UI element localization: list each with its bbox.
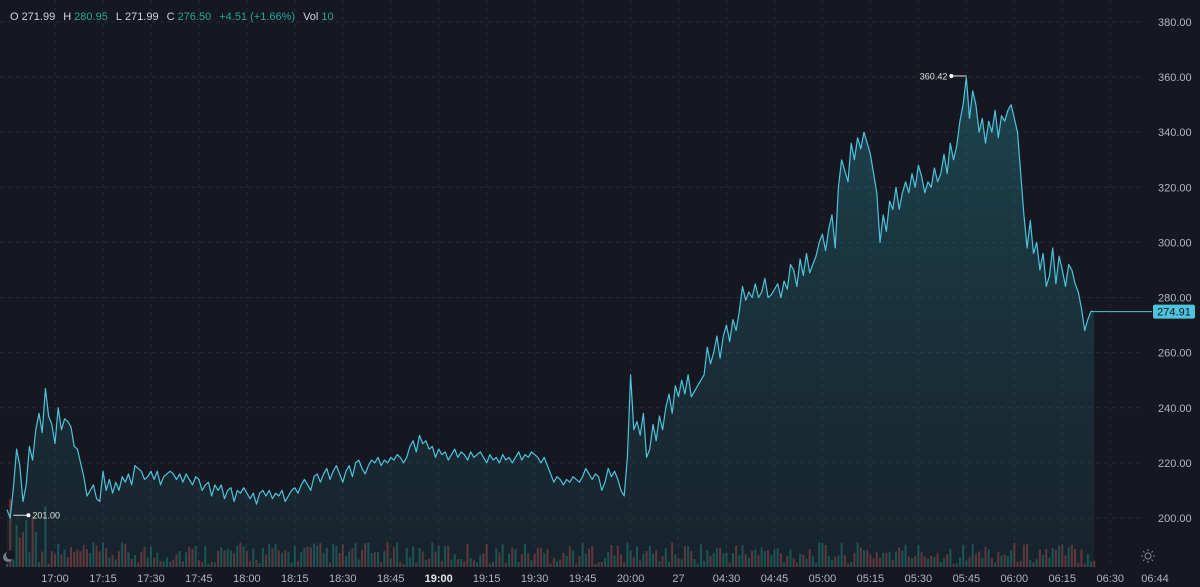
x-tick-label: 19:15 (473, 573, 501, 585)
x-tick-label: 05:00 (809, 573, 837, 585)
y-tick-label: 200.00 (1158, 513, 1192, 525)
x-tick-label: 06:00 (1001, 573, 1029, 585)
legend-open: O 271.99 (10, 10, 55, 24)
x-tick-label: 04:30 (713, 573, 741, 585)
x-tick-label: 27 (672, 573, 684, 585)
x-tick-label: 17:15 (89, 573, 117, 585)
y-tick-label: 360.00 (1158, 72, 1192, 84)
legend-volume: Vol 10 (303, 10, 334, 24)
low-value: 271.99 (124, 11, 159, 23)
x-tick-label: 18:30 (329, 573, 357, 585)
ohlc-legend: O 271.99 H 280.95 L 271.99 C 276.50 +4.51 (+… (10, 10, 334, 24)
y-tick-label: 340.00 (1158, 127, 1192, 139)
close-value: 276.50 (177, 11, 212, 23)
x-tick-label: 17:00 (41, 573, 69, 585)
close-label: C (166, 11, 175, 23)
y-tick-label: 220.00 (1158, 458, 1192, 470)
price-line (6, 76, 1095, 519)
x-tick-label: 06:15 (1049, 573, 1077, 585)
x-tick-label: 18:45 (377, 573, 405, 585)
legend-high: H 280.95 (63, 10, 108, 24)
y-tick-label: 240.00 (1158, 403, 1192, 415)
annotation-label: 360.42 (920, 71, 948, 81)
area-fill (7, 77, 1095, 567)
annotation-label: 201.00 (32, 511, 60, 521)
x-tick-label: 17:30 (137, 573, 165, 585)
open-value: 271.99 (21, 11, 56, 23)
legend-low: L 271.99 (116, 10, 159, 24)
x-tick-label: 05:45 (953, 573, 981, 585)
last-price-label: 274.91 (1157, 307, 1191, 319)
x-tick-label: 20:00 (617, 573, 645, 585)
moon-icon[interactable] (3, 550, 15, 563)
annotation-dot (26, 513, 31, 518)
legend-close: C 276.50 (167, 10, 212, 24)
y-tick-label: 300.00 (1158, 237, 1192, 249)
x-tick-label: 18:00 (233, 573, 261, 585)
x-tick-label: 19:30 (521, 573, 549, 585)
low-label: L (115, 11, 122, 23)
x-tick-label: 19:00 (425, 573, 453, 585)
x-tick-label: 18:15 (281, 573, 309, 585)
x-tick-label: 04:45 (761, 573, 789, 585)
x-tick-label: 06:44 (1141, 573, 1169, 585)
volume-bar (1093, 560, 1096, 567)
x-tick-label: 19:45 (569, 573, 597, 585)
x-tick-label: 17:45 (185, 573, 213, 585)
vol-value: 10 (321, 11, 334, 23)
legend-change: +4.51 (+1.66%) (219, 11, 296, 23)
open-label: O (10, 11, 19, 23)
y-tick-label: 320.00 (1158, 182, 1192, 194)
x-tick-label: 06:30 (1096, 573, 1124, 585)
time-axis[interactable]: 17:00 17:15 17:30 17:45 18:00 18:15 18:30 18:45… (41, 573, 1169, 585)
annotation-dot (949, 73, 954, 78)
x-tick-label: 05:15 (857, 573, 885, 585)
vol-label: Vol (303, 11, 319, 23)
price-area (6, 76, 1095, 567)
price-axis[interactable]: 380.00 360.00 340.00 320.00 300.00 280.00 260.… (1153, 17, 1195, 525)
y-tick-label: 280.00 (1158, 293, 1192, 305)
y-tick-label: 380.00 (1158, 17, 1192, 29)
annotations: 201.00 360.42 (13, 71, 1152, 521)
y-tick-label: 260.00 (1158, 348, 1192, 360)
last-price-tag (1153, 304, 1195, 319)
high-value: 280.95 (74, 11, 108, 23)
settings-sun-icon[interactable] (1141, 549, 1155, 563)
x-tick-label: 05:30 (905, 573, 933, 585)
high-label: H (63, 11, 72, 23)
